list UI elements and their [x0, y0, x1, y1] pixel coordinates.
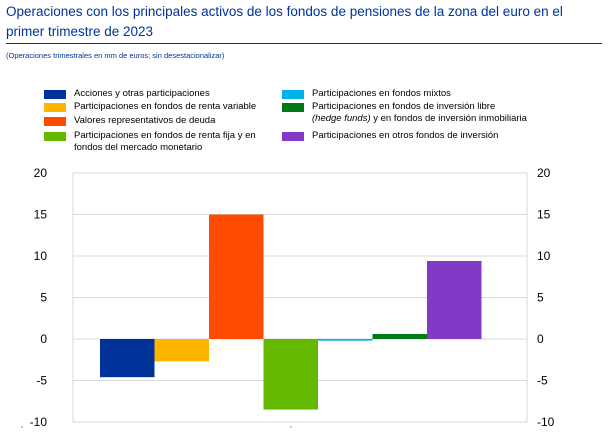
y-tick-label-left: 20: [34, 166, 48, 180]
legend-swatch: [282, 103, 304, 112]
legend-label: Participaciones en fondos de renta varia…: [74, 101, 257, 112]
y-tick-label-right: 20: [537, 166, 551, 180]
y-tick-label-left: 15: [34, 208, 48, 222]
legend-label: Participaciones en fondos mixtos: [312, 88, 451, 99]
legend-label: Participaciones en fondos de inversión l…: [312, 101, 572, 125]
bar-7: [427, 260, 482, 339]
legend-label: Participaciones en otros fondos de inver…: [312, 130, 499, 141]
legend-item-valores-deuda: Valores representativos de deuda: [44, 115, 274, 127]
legend-label: Acciones y otras participaciones: [74, 88, 210, 99]
legend-item-renta-fija: Participaciones en fondos de renta fija …: [44, 130, 274, 154]
bar-6: [372, 334, 427, 339]
legend-swatch: [282, 132, 304, 141]
y-tick-label-left: 0: [40, 332, 47, 346]
legend-swatch: [44, 117, 66, 126]
legend-item-otros-fondos: Participaciones en otros fondos de inver…: [282, 130, 582, 142]
chart-title: Operaciones con los principales activos …: [6, 4, 563, 39]
legend-label-line1: Participaciones en fondos de inversión l…: [312, 101, 496, 112]
y-tick-label-right: -5: [537, 374, 548, 388]
bar-4: [263, 339, 318, 410]
legend-swatch: [44, 103, 66, 112]
chart-subtitle: (Operaciones trimestrales en mm de euros…: [6, 51, 225, 60]
legend-label: Valores representativos de deuda: [74, 115, 216, 126]
y-tick-label-left: 5: [40, 291, 47, 305]
legend-label: Participaciones en fondos de renta fija …: [74, 130, 256, 153]
y-tick-label-right: 10: [537, 249, 551, 263]
bar-2: [154, 339, 209, 362]
legend-label-rest: y en fondos de inversión inmobiliaria: [370, 113, 527, 124]
legend-swatch: [44, 132, 66, 141]
y-tick-label-right: 5: [537, 291, 544, 305]
legend-item-fondos-mixtos: Participaciones en fondos mixtos: [282, 88, 582, 100]
legend-item-renta-variable: Participaciones en fondos de renta varia…: [44, 101, 274, 113]
legend-item-acciones: Acciones y otras participaciones: [44, 88, 274, 100]
bar-1: [100, 339, 155, 378]
legend-label-italic: (hedge funds): [312, 113, 371, 124]
bar-5: [318, 339, 373, 341]
y-tick-label-right: -10: [537, 415, 555, 429]
y-tick-label-left: 10: [34, 249, 48, 263]
legend-item-hedge-funds: Participaciones en fondos de inversión l…: [282, 101, 582, 125]
y-tick-label-right: 15: [537, 208, 551, 222]
bar-3: [209, 214, 264, 339]
legend-swatch: [282, 90, 304, 99]
y-tick-label-left: -10: [30, 415, 48, 429]
y-tick-label-right: 0: [537, 332, 544, 346]
y-tick-label-left: -5: [36, 374, 47, 388]
legend-swatch: [44, 90, 66, 99]
title-divider: [6, 43, 602, 44]
